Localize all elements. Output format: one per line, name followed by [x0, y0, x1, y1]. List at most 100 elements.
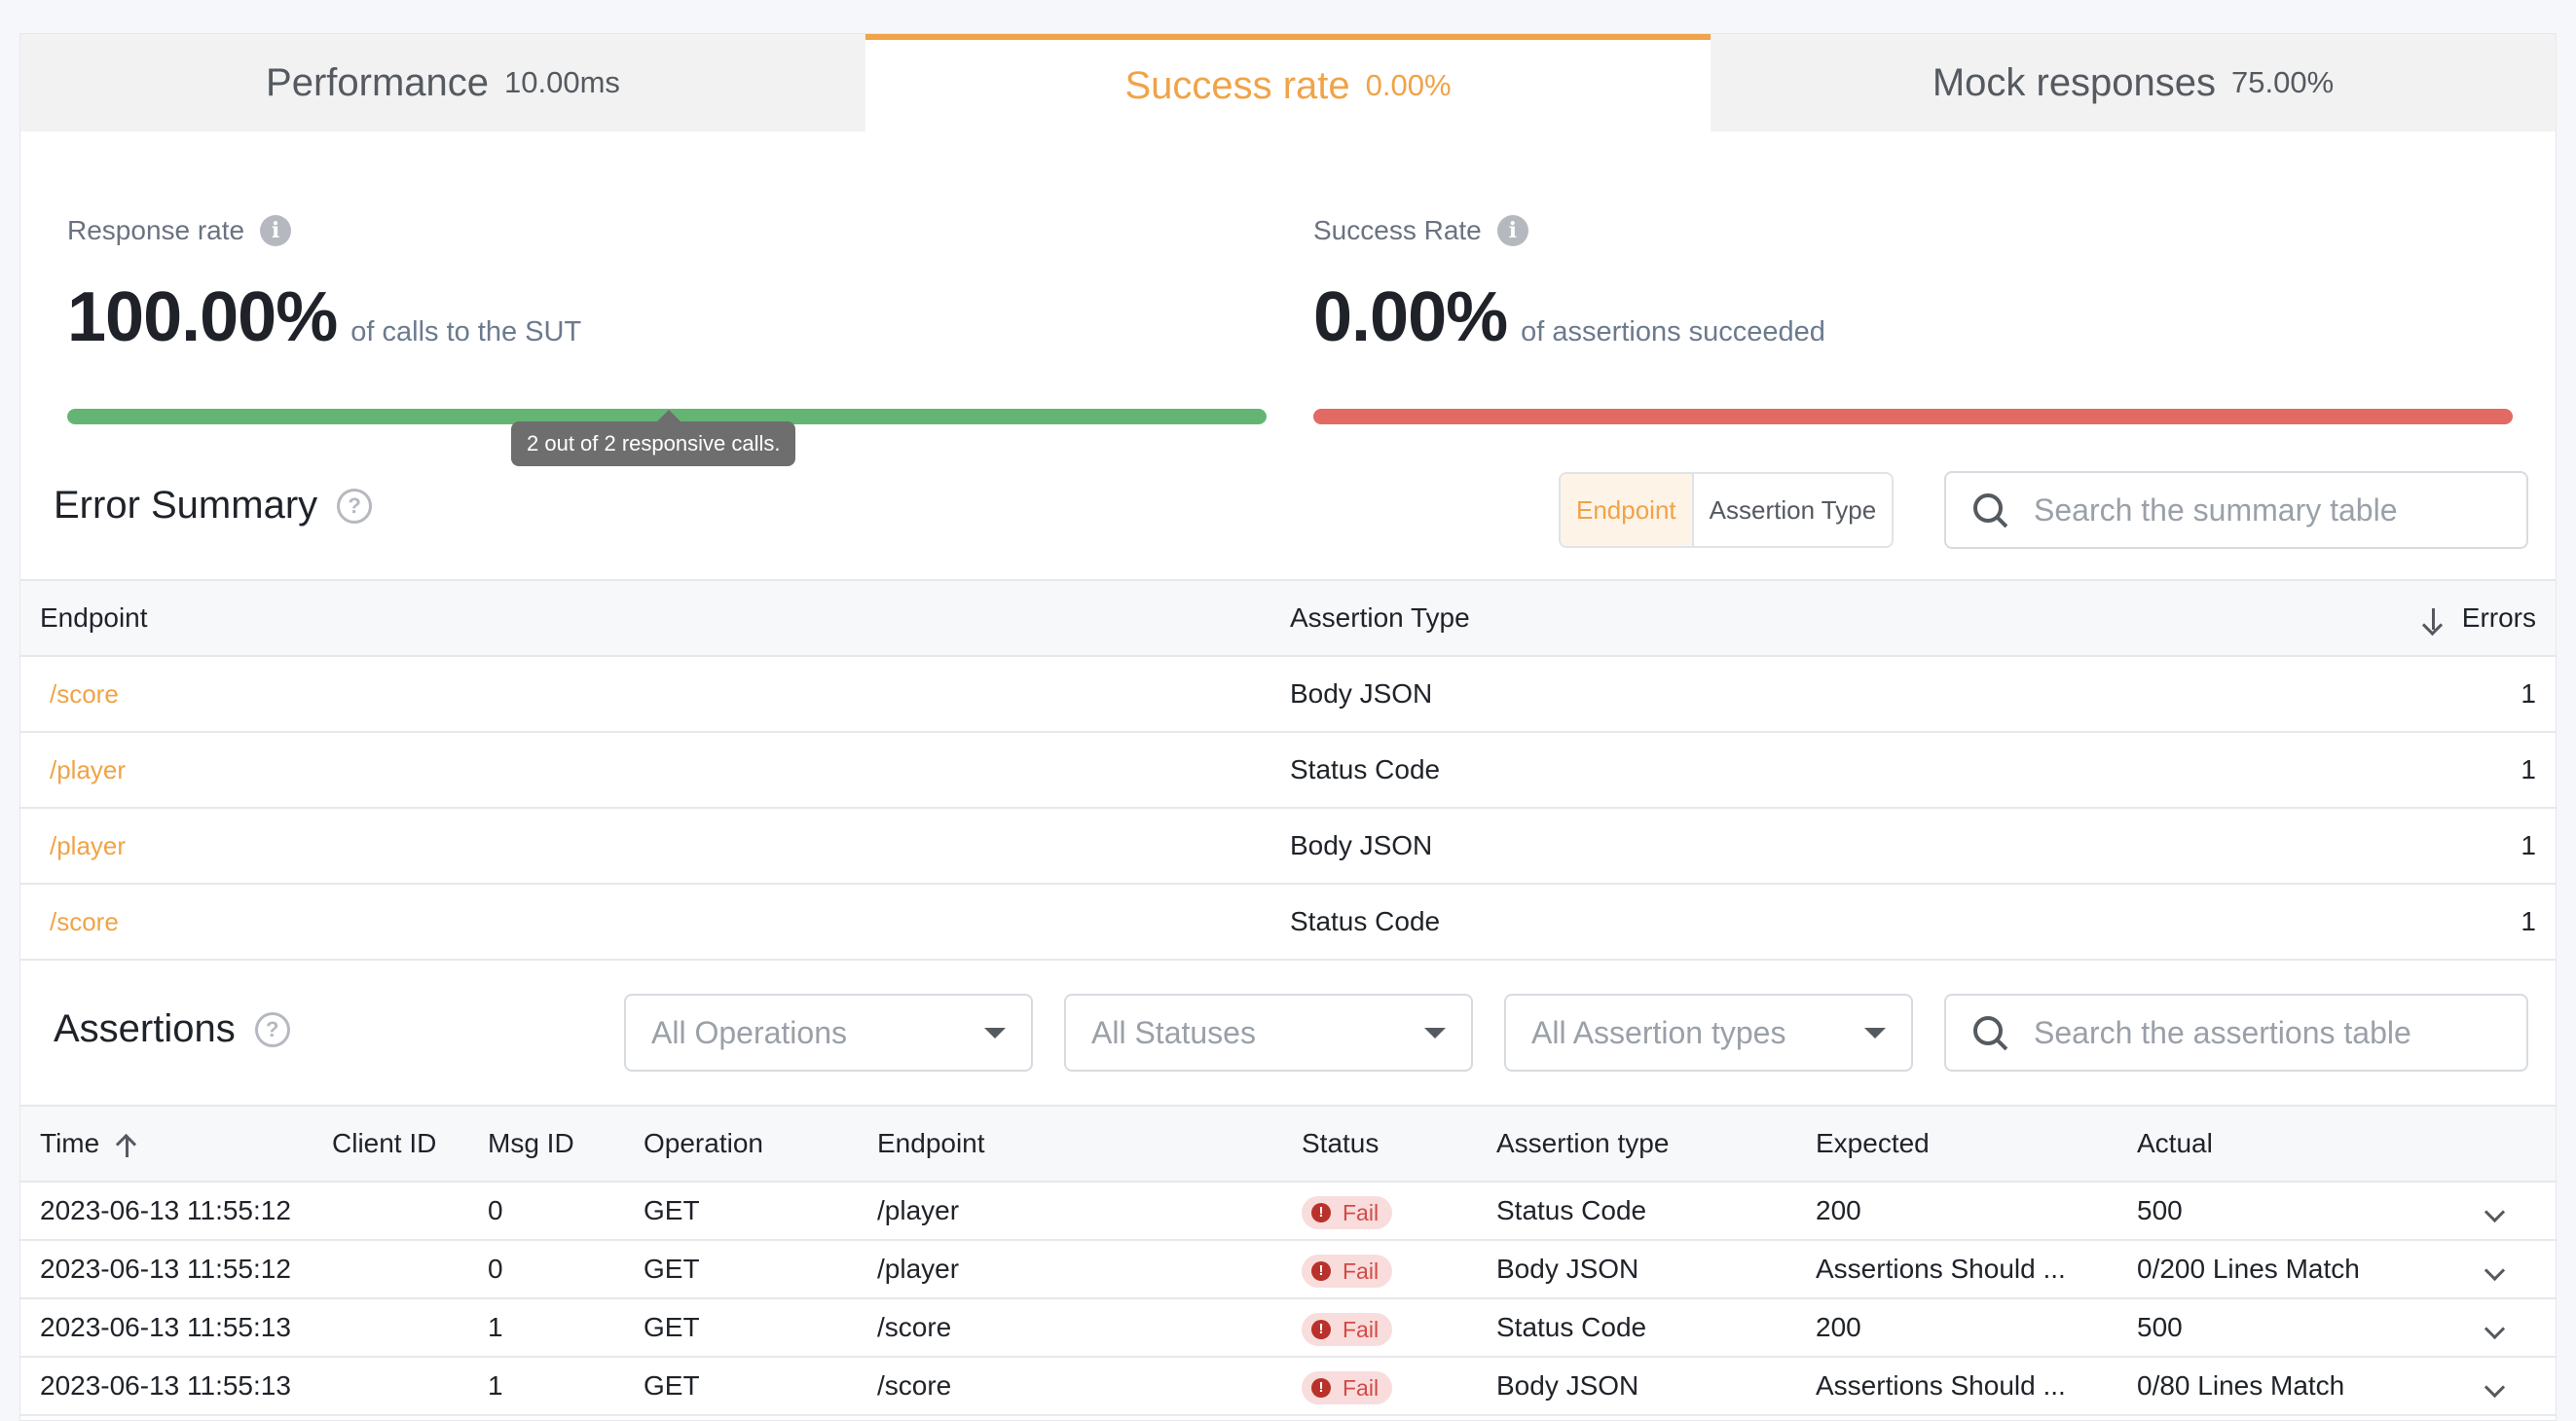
assertion-type-cell: Status Code	[1290, 754, 1441, 784]
actual-cell: 500	[2137, 1312, 2183, 1342]
column-header-assertion-type[interactable]: Assertion Type	[1289, 580, 2015, 656]
assertions-table: Time Client ID Msg ID Operation Endpoint…	[20, 1105, 2556, 1416]
table-row[interactable]: 2023-06-13 11:55:12 0 GET /player ! Fail …	[20, 1240, 2556, 1298]
endpoint-link[interactable]: /player	[50, 831, 127, 860]
status-badge: ! Fail	[1302, 1313, 1393, 1346]
response-rate-tooltip: 2 out of 2 responsive calls.	[511, 410, 796, 466]
summary-search-input[interactable]	[2032, 491, 2503, 529]
table-row: /player Status Code 1	[20, 732, 2556, 808]
table-row[interactable]: 2023-06-13 11:55:13 1 GET /score ! Fail B…	[20, 1357, 2556, 1415]
column-header-operation[interactable]: Operation	[644, 1106, 877, 1182]
column-header-assertion-type[interactable]: Assertion type	[1496, 1106, 1816, 1182]
help-icon[interactable]: ?	[337, 488, 373, 524]
response-rate-value: 100.00%	[67, 278, 338, 356]
status-badge: ! Fail	[1302, 1371, 1393, 1404]
msg-id-cell: 1	[488, 1312, 503, 1342]
column-header-endpoint[interactable]: Endpoint	[20, 580, 1289, 656]
tab-mock-responses[interactable]: Mock responses 75.00%	[1711, 34, 2556, 131]
assertions-header: Assertions ?	[54, 1007, 290, 1051]
assertion-types-filter[interactable]: All Assertion types	[1504, 994, 1913, 1072]
endpoint-link[interactable]: /score	[50, 679, 119, 709]
client-id-cell	[332, 1298, 488, 1357]
status-badge: ! Fail	[1302, 1255, 1393, 1288]
column-header-msg-id[interactable]: Msg ID	[488, 1106, 644, 1182]
column-header-time-label: Time	[40, 1128, 100, 1158]
success-rate-value-row: 0.00% of assertions succeeded	[1313, 277, 1825, 357]
assertions-search-input[interactable]	[2032, 1013, 2503, 1052]
success-rate-metric: Success Rate i 0.00% of assertions succe…	[1313, 131, 2521, 462]
errors-cell: 1	[2521, 678, 2536, 709]
summary-search	[1944, 471, 2528, 549]
success-rate-label: Success Rate	[1313, 215, 1482, 245]
tab-performance[interactable]: Performance 10.00ms	[20, 34, 865, 131]
column-header-expand	[2487, 1106, 2556, 1182]
operations-filter[interactable]: All Operations	[624, 994, 1033, 1072]
column-header-actual[interactable]: Actual	[2137, 1106, 2487, 1182]
time-cell: 2023-06-13 11:55:12	[40, 1254, 291, 1284]
results-panel: Performance 10.00ms Success rate 0.00% M…	[19, 33, 2557, 1421]
assertions-search	[1944, 994, 2528, 1072]
tab-label: Performance	[266, 60, 490, 104]
chevron-down-icon[interactable]	[2484, 1259, 2506, 1282]
response-rate-subtitle: of calls to the SUT	[350, 316, 582, 347]
tab-label: Success rate	[1124, 63, 1350, 107]
expected-cell: 200	[1816, 1312, 1861, 1342]
info-icon[interactable]: i	[260, 215, 292, 246]
assertion-type-cell: Status Code	[1290, 906, 1441, 936]
alert-icon: !	[1311, 1203, 1331, 1222]
group-by-toggle: Endpoint Assertion Type	[1559, 472, 1895, 548]
endpoint-link[interactable]: /player	[50, 755, 127, 784]
sort-descending-icon	[2421, 607, 2445, 632]
group-by-assertion-type[interactable]: Assertion Type	[1693, 474, 1893, 546]
status-badge-label: Fail	[1343, 1257, 1380, 1284]
column-header-status[interactable]: Status	[1302, 1106, 1496, 1182]
tab-value: 10.00ms	[504, 65, 620, 99]
chevron-down-icon[interactable]	[2484, 1376, 2506, 1399]
success-rate-bar[interactable]	[1313, 409, 2513, 424]
time-cell: 2023-06-13 11:55:12	[40, 1195, 291, 1225]
table-header-row: Time Client ID Msg ID Operation Endpoint…	[20, 1106, 2556, 1182]
tab-value: 75.00%	[2231, 65, 2335, 99]
error-summary-title: Error Summary	[54, 484, 318, 527]
statuses-filter[interactable]: All Statuses	[1064, 994, 1473, 1072]
status-badge-label: Fail	[1343, 1316, 1380, 1342]
metric-tabs: Performance 10.00ms Success rate 0.00% M…	[20, 34, 2556, 131]
table-row[interactable]: 2023-06-13 11:55:12 0 GET /player ! Fail …	[20, 1182, 2556, 1240]
chevron-down-icon[interactable]	[2484, 1201, 2506, 1223]
info-icon[interactable]: i	[1496, 215, 1528, 246]
error-summary-table: Endpoint Assertion Type Errors /score Bo…	[20, 579, 2556, 961]
column-header-client-id[interactable]: Client ID	[332, 1106, 488, 1182]
tab-success-rate[interactable]: Success rate 0.00%	[865, 34, 1711, 131]
sort-ascending-icon	[115, 1134, 138, 1157]
column-header-errors[interactable]: Errors	[2014, 580, 2556, 656]
endpoint-cell: /score	[877, 1312, 952, 1342]
column-header-time[interactable]: Time	[20, 1106, 332, 1182]
group-by-endpoint[interactable]: Endpoint	[1561, 474, 1694, 546]
actual-cell: 0/80 Lines Match	[2137, 1370, 2345, 1401]
help-icon[interactable]: ?	[254, 1011, 290, 1047]
assertion-type-cell: Status Code	[1496, 1195, 1647, 1225]
msg-id-cell: 0	[488, 1254, 503, 1284]
operation-cell: GET	[644, 1312, 700, 1342]
time-cell: 2023-06-13 11:55:13	[40, 1312, 291, 1342]
operation-cell: GET	[644, 1254, 700, 1284]
expected-cell: Assertions Should ...	[1816, 1254, 2066, 1284]
column-header-endpoint[interactable]: Endpoint	[877, 1106, 1302, 1182]
assertion-type-cell: Body JSON	[1496, 1254, 1639, 1284]
column-header-expected[interactable]: Expected	[1816, 1106, 2137, 1182]
alert-icon: !	[1311, 1320, 1331, 1339]
operation-cell: GET	[644, 1195, 700, 1225]
statuses-filter-value: All Statuses	[1091, 1014, 1256, 1050]
errors-cell: 1	[2521, 906, 2536, 936]
endpoint-cell: /player	[877, 1195, 960, 1225]
msg-id-cell: 1	[488, 1370, 503, 1401]
caret-down-icon	[1424, 1027, 1446, 1038]
table-row[interactable]: 2023-06-13 11:55:13 1 GET /score ! Fail S…	[20, 1298, 2556, 1357]
assertion-type-cell: Status Code	[1496, 1312, 1647, 1342]
chevron-down-icon[interactable]	[2484, 1318, 2506, 1340]
table-row: /score Body JSON 1	[20, 656, 2556, 732]
endpoint-link[interactable]: /score	[50, 907, 119, 936]
assertion-types-filter-value: All Assertion types	[1531, 1014, 1786, 1050]
expected-cell: 200	[1816, 1195, 1861, 1225]
success-rate-label-row: Success Rate i	[1313, 215, 1528, 246]
